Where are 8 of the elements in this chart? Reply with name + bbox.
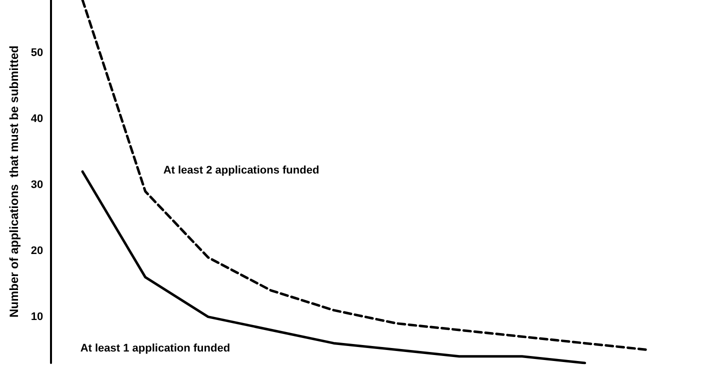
y-tick-label: 30 [30, 178, 44, 191]
y-tick-label: 40 [30, 112, 44, 125]
series-label: At least 1 application funded [80, 342, 230, 355]
y-tick-label: 10 [30, 310, 44, 323]
series-label: At least 2 applications funded [163, 164, 320, 176]
y-axis-title: Number of applications that must be submitted [7, 45, 21, 318]
y-tick-label: 50 [30, 46, 44, 59]
y-tick-label: 20 [30, 244, 44, 257]
